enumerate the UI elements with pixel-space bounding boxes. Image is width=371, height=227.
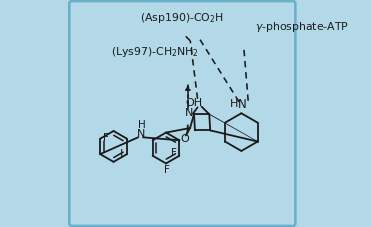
Text: $\gamma$-phosphate-ATP: $\gamma$-phosphate-ATP [255,20,349,34]
Text: (Asp190)-CO$_2$H: (Asp190)-CO$_2$H [141,11,224,25]
Text: (Lys97)-CH$_2$NH$_2$: (Lys97)-CH$_2$NH$_2$ [111,45,198,59]
Text: N: N [185,108,193,118]
Text: F: F [164,165,170,175]
Text: OH: OH [186,98,203,108]
Text: N: N [137,129,146,139]
Text: I: I [119,149,123,159]
Text: N: N [237,98,246,111]
Text: H: H [138,120,145,130]
Polygon shape [209,114,258,142]
Text: F: F [171,148,177,158]
Text: O: O [180,134,189,144]
FancyBboxPatch shape [69,1,295,226]
Text: H: H [230,99,239,109]
Text: F: F [103,133,109,143]
